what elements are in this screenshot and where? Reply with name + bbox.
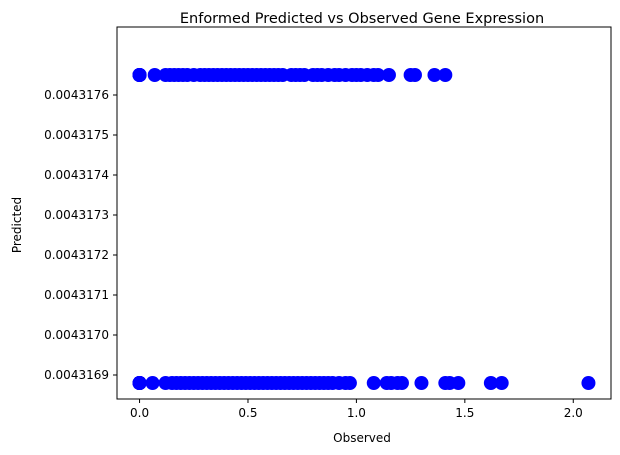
y-axis-label: Predicted — [10, 197, 24, 253]
x-tick-label: 1.0 — [347, 406, 366, 420]
scatter-point — [342, 376, 357, 390]
x-tick-label: 0.5 — [238, 406, 257, 420]
scatter-point — [381, 68, 396, 82]
scatter-point — [438, 68, 453, 82]
y-tick-label: 0.0043171 — [44, 288, 109, 302]
y-tick-label: 0.0043172 — [44, 248, 109, 262]
scatter-point — [394, 376, 409, 390]
scatter-point — [407, 68, 422, 82]
scatter-point — [132, 376, 147, 390]
y-tick-label: 0.0043170 — [44, 328, 109, 342]
y-tick-label: 0.0043174 — [44, 168, 109, 182]
data-points — [132, 68, 596, 390]
scatter-point — [132, 68, 147, 82]
scatter-point — [483, 376, 498, 390]
scatter-point — [494, 376, 509, 390]
scatter-point — [427, 68, 442, 82]
scatter-point — [145, 376, 160, 390]
scatter-point — [451, 376, 466, 390]
y-tick-label: 0.0043176 — [44, 88, 109, 102]
scatter-point — [366, 376, 381, 390]
y-tick-label: 0.0043173 — [44, 208, 109, 222]
scatter-point — [581, 376, 596, 390]
x-tick-label: 0.0 — [130, 406, 149, 420]
y-tick-label: 0.0043169 — [44, 368, 109, 382]
chart-title: Enformed Predicted vs Observed Gene Expr… — [180, 11, 544, 27]
x-axis-ticks: 0.0 0.5 1.0 1.5 2.0 — [130, 399, 583, 420]
y-tick-label: 0.0043175 — [44, 128, 109, 142]
x-axis-label: Observed — [333, 431, 391, 445]
x-tick-label: 1.5 — [455, 406, 474, 420]
x-tick-label: 2.0 — [564, 406, 583, 420]
scatter-point — [414, 376, 429, 390]
y-axis-ticks: 0.0043169 0.0043170 0.0043171 0.0043172 0.00… — [44, 88, 117, 382]
scatter-point — [147, 68, 162, 82]
scatter-point — [371, 68, 386, 82]
plot-frame — [116, 26, 612, 400]
